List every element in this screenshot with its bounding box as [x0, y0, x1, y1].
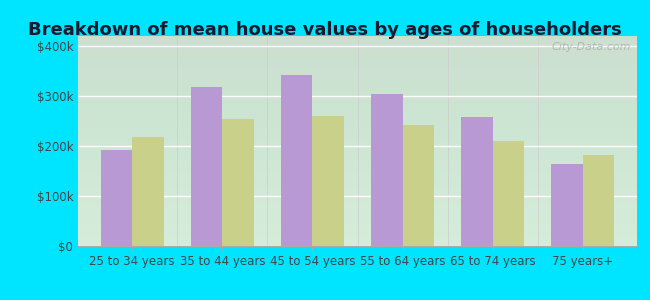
Bar: [551, 164, 583, 246]
Bar: [101, 150, 132, 246]
Bar: [313, 116, 344, 246]
Bar: [190, 87, 222, 246]
Bar: [402, 125, 434, 246]
Legend: West Point, Wisconsin: West Point, Wisconsin: [252, 295, 463, 300]
Bar: [371, 94, 402, 246]
Bar: [222, 118, 254, 246]
Bar: [132, 137, 164, 246]
Text: City-Data.com: City-Data.com: [552, 42, 631, 52]
Bar: [462, 117, 493, 246]
Bar: [583, 155, 614, 246]
Bar: [281, 74, 313, 246]
Bar: [493, 141, 525, 246]
Text: Breakdown of mean house values by ages of householders: Breakdown of mean house values by ages o…: [28, 21, 622, 39]
